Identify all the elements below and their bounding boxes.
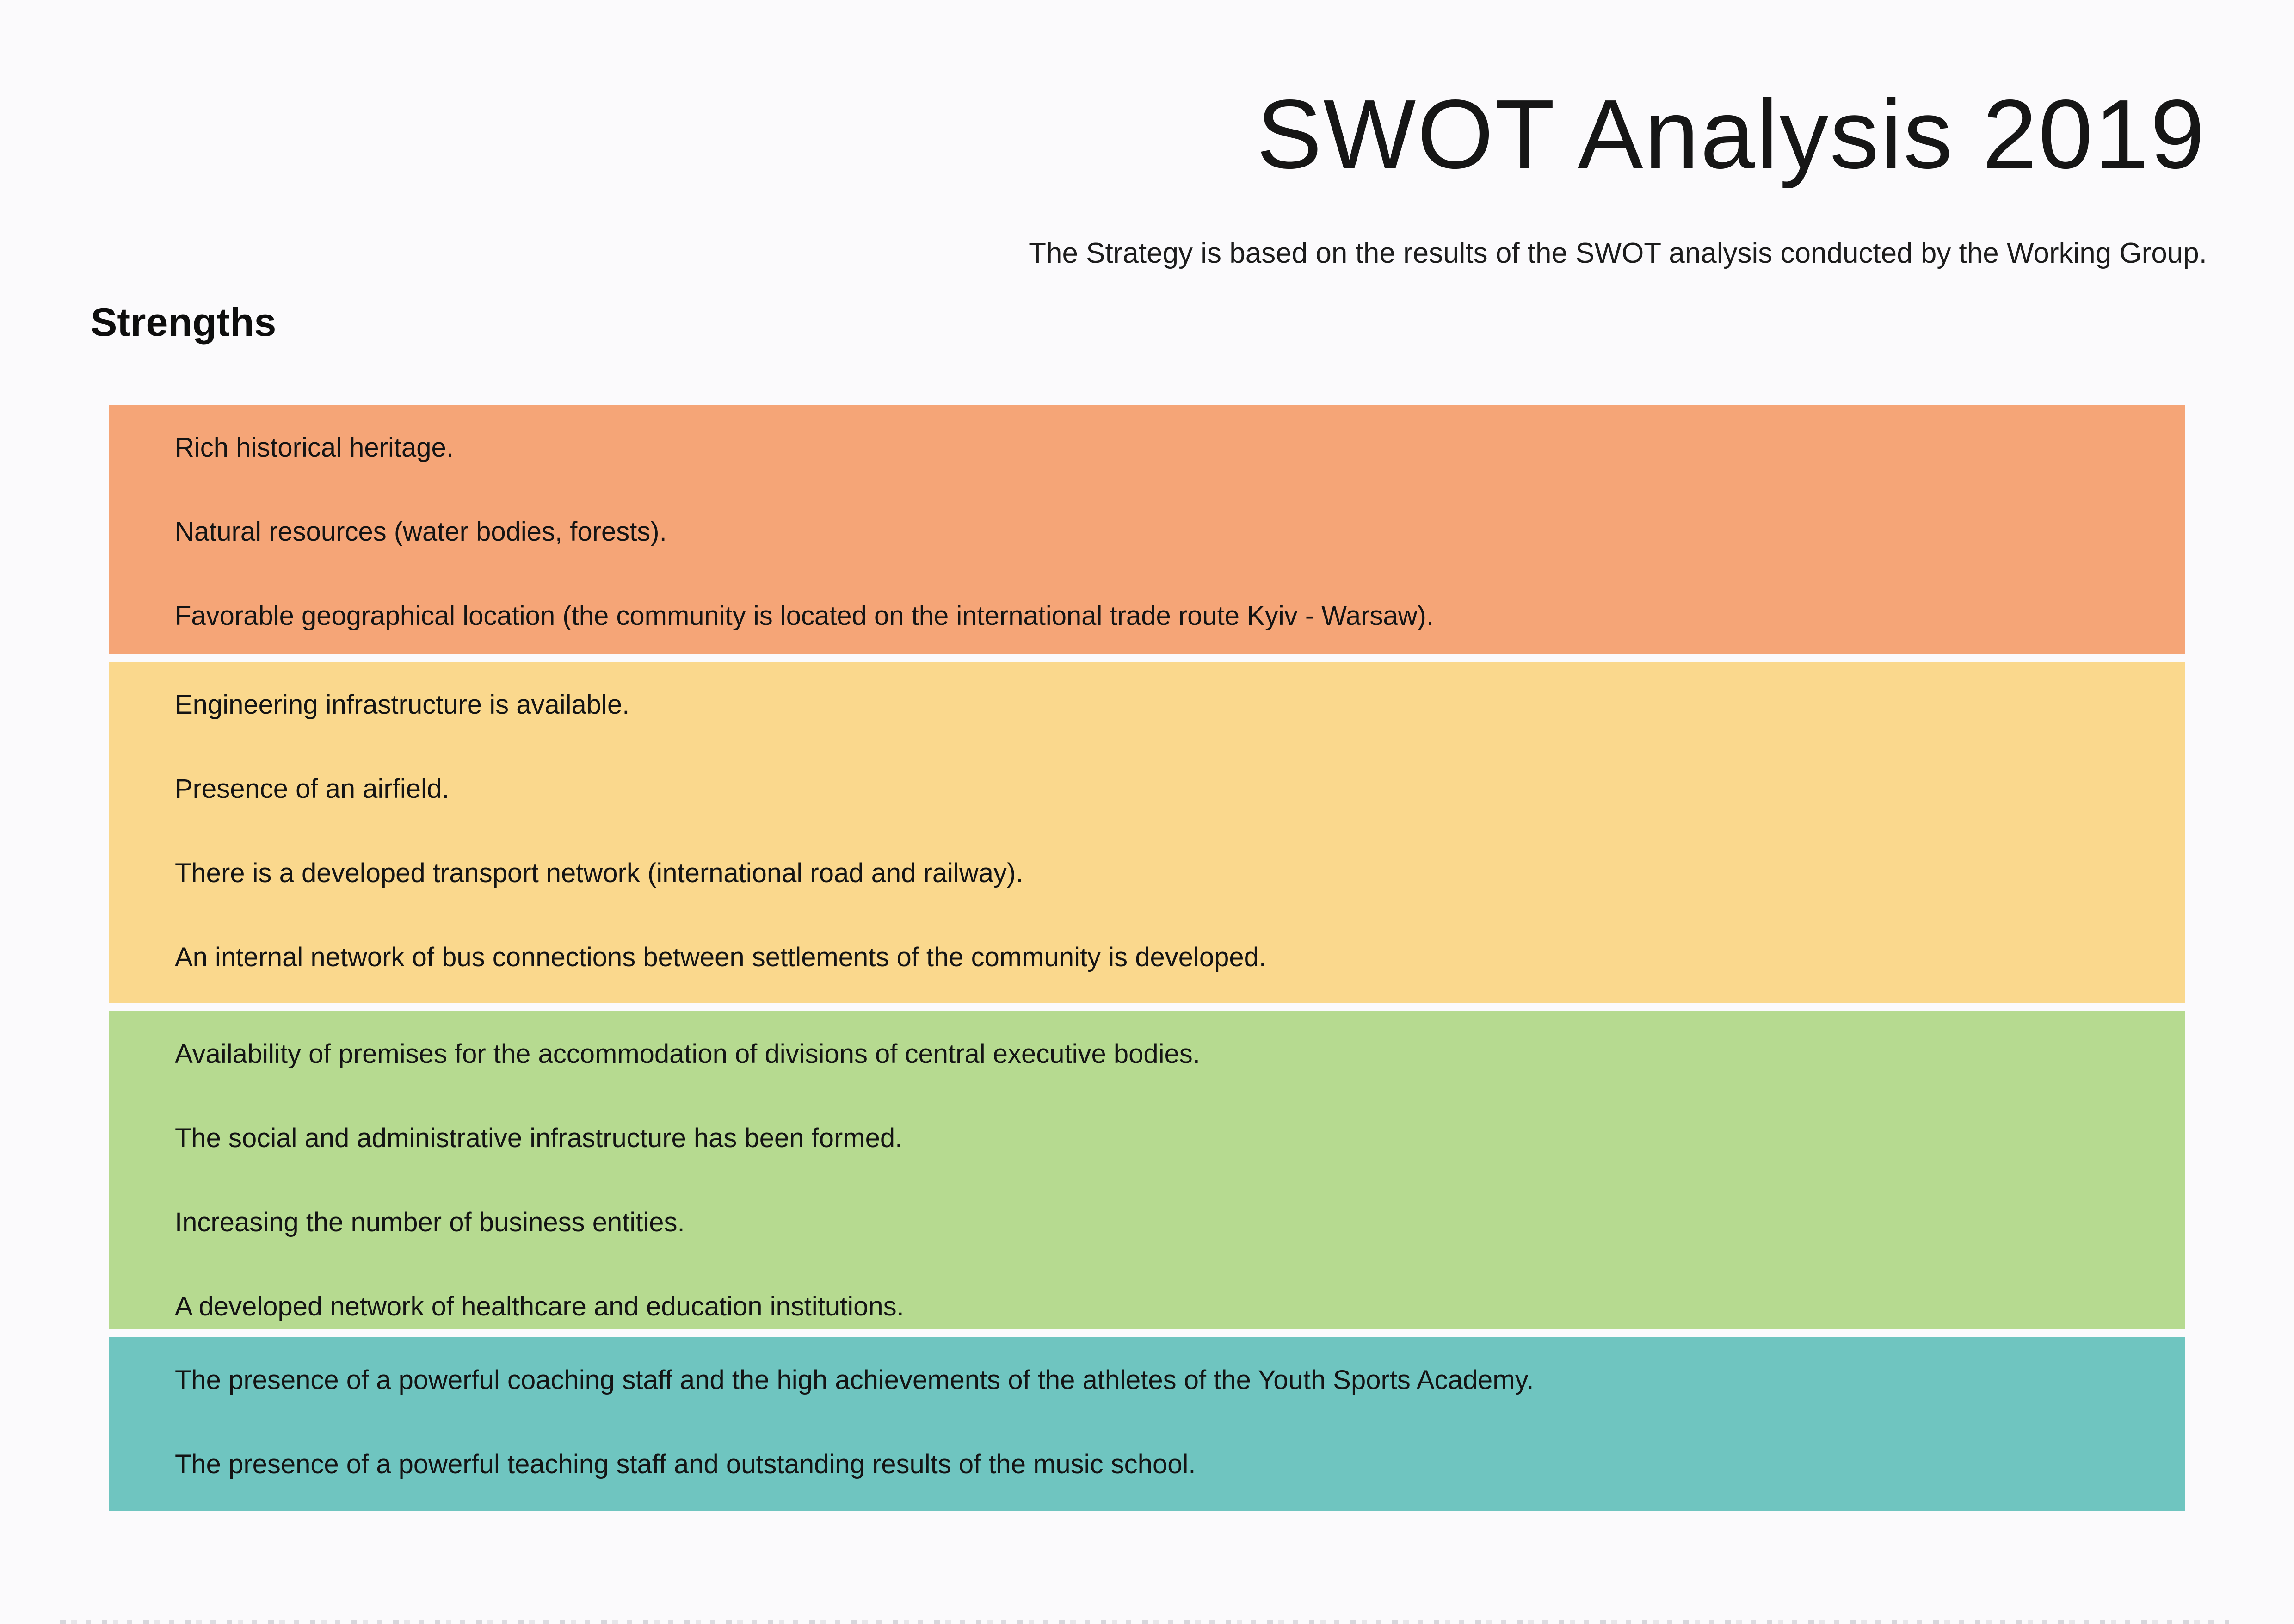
strength-item: An internal network of bus connections b… (175, 942, 1266, 972)
strength-item: Rich historical heritage. (175, 432, 454, 463)
strength-item: The social and administrative infrastruc… (175, 1123, 903, 1153)
strength-band-heritage-and-location: Rich historical heritage. Natural resourc… (109, 405, 2185, 654)
strength-band-administrative-and-social: Availability of premises for the accommo… (109, 1011, 2185, 1329)
strength-item: The presence of a powerful teaching staf… (175, 1449, 1196, 1479)
strength-item: Presence of an airfield. (175, 774, 450, 804)
section-heading-strengths: Strengths (91, 300, 277, 345)
strength-item: Engineering infrastructure is available. (175, 690, 630, 720)
strength-item: Favorable geographical location (the com… (175, 601, 1434, 631)
strengths-bands: Rich historical heritage. Natural resourc… (109, 405, 2185, 1511)
page-subtitle: The Strategy is based on the results of … (1029, 237, 2207, 269)
strength-item: A developed network of healthcare and ed… (175, 1291, 904, 1321)
strength-item: Increasing the number of business entiti… (175, 1207, 685, 1237)
strength-item: The presence of a powerful coaching staf… (175, 1365, 1534, 1395)
page-title: SWOT Analysis 2019 (1256, 79, 2206, 189)
strength-item: There is a developed transport network (… (175, 858, 1024, 888)
cutoff-text-strip (60, 1620, 2229, 1624)
strength-band-infrastructure-and-transport: Engineering infrastructure is available.… (109, 662, 2185, 1003)
strength-item: Natural resources (water bodies, forests… (175, 517, 667, 547)
strength-band-sports-and-education: The presence of a powerful coaching staf… (109, 1337, 2185, 1511)
strength-item: Availability of premises for the accommo… (175, 1039, 1200, 1069)
